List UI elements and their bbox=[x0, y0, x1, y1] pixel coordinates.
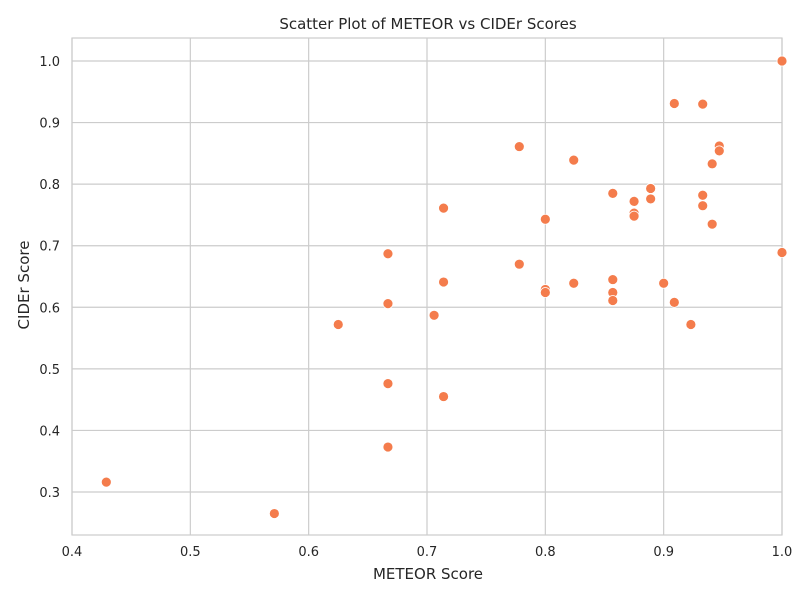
data-points bbox=[100, 55, 788, 519]
scatter-point bbox=[438, 202, 449, 214]
x-tick-label: 0.4 bbox=[62, 545, 83, 560]
scatter-point bbox=[706, 218, 718, 230]
scatter-point bbox=[697, 200, 709, 212]
y-tick-label: 0.7 bbox=[39, 240, 60, 255]
scatter-point bbox=[539, 287, 551, 298]
scatter-point bbox=[607, 187, 619, 199]
plot-frame bbox=[71, 37, 783, 536]
scatter-point bbox=[713, 145, 725, 157]
x-tick-label: 0.7 bbox=[417, 545, 438, 560]
y-tick-label: 0.8 bbox=[39, 178, 60, 193]
scatter-point bbox=[607, 274, 619, 285]
scatter-point bbox=[697, 98, 709, 110]
scatter-point bbox=[668, 98, 680, 109]
scatter-point bbox=[568, 154, 580, 166]
scatter-point bbox=[697, 189, 709, 201]
scatter-point bbox=[100, 476, 112, 488]
scatter-point bbox=[513, 258, 525, 270]
x-tick-label: 0.9 bbox=[653, 545, 674, 560]
scatter-point bbox=[658, 277, 670, 289]
x-tick-label: 0.5 bbox=[180, 545, 201, 560]
y-tick-label: 0.9 bbox=[39, 117, 60, 132]
scatter-point bbox=[539, 213, 551, 225]
scatter-point bbox=[776, 247, 788, 258]
y-tick-label: 0.3 bbox=[39, 486, 60, 501]
scatter-point bbox=[438, 276, 449, 288]
x-tick-label: 0.6 bbox=[298, 545, 319, 560]
x-axis-label: METEOR Score bbox=[373, 565, 483, 583]
x-tick-label: 0.8 bbox=[535, 545, 556, 560]
scatter-point bbox=[382, 441, 394, 453]
scatter-point bbox=[332, 319, 344, 330]
scatter-point bbox=[428, 309, 440, 321]
scatter-point bbox=[628, 210, 640, 222]
y-axis-label: CIDEr Score bbox=[15, 241, 33, 330]
scatter-point bbox=[438, 391, 449, 402]
x-tick-label: 1.0 bbox=[772, 545, 793, 560]
y-tick-label: 0.5 bbox=[39, 363, 60, 378]
scatter-point bbox=[685, 319, 697, 330]
scatter-point bbox=[706, 158, 718, 170]
tick-labels: 0.4 0.5 0.6 0.7 0.8 0.9 1.0 0.3 0.4 0.5 0.6 0.7 0.8 0… bbox=[39, 55, 792, 560]
scatter-point bbox=[668, 296, 680, 308]
chart-title: Scatter Plot of METEOR vs CIDEr Scores bbox=[279, 15, 577, 33]
scatter-point bbox=[628, 195, 640, 207]
y-tick-label: 0.6 bbox=[39, 301, 60, 316]
scatter-point bbox=[268, 508, 280, 519]
scatter-point bbox=[645, 193, 657, 205]
scatter-point bbox=[568, 277, 580, 289]
gridlines bbox=[71, 38, 783, 535]
scatter-point bbox=[607, 295, 619, 306]
scatter-point bbox=[513, 141, 525, 152]
scatter-point bbox=[382, 378, 394, 390]
y-tick-label: 1.0 bbox=[39, 55, 60, 70]
scatter-point bbox=[382, 248, 394, 260]
y-tick-label: 0.4 bbox=[39, 424, 60, 439]
scatter-point bbox=[645, 183, 657, 194]
scatter-point bbox=[776, 55, 788, 67]
scatter-point bbox=[382, 298, 394, 309]
